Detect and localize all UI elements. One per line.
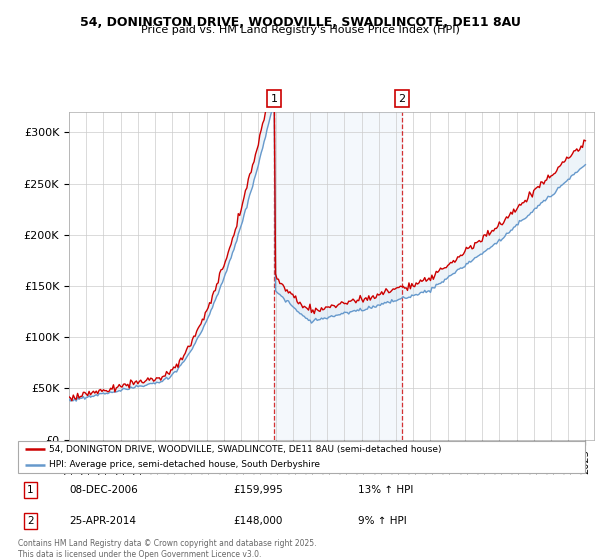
Text: 1: 1 xyxy=(271,94,278,104)
Text: Price paid vs. HM Land Registry's House Price Index (HPI): Price paid vs. HM Land Registry's House … xyxy=(140,25,460,35)
Text: £148,000: £148,000 xyxy=(233,516,283,526)
Text: Contains HM Land Registry data © Crown copyright and database right 2025.
This d: Contains HM Land Registry data © Crown c… xyxy=(18,539,317,559)
Text: 08-DEC-2006: 08-DEC-2006 xyxy=(69,485,138,495)
Text: 1: 1 xyxy=(27,485,34,495)
Text: 25-APR-2014: 25-APR-2014 xyxy=(69,516,136,526)
Text: £159,995: £159,995 xyxy=(233,485,283,495)
Text: 13% ↑ HPI: 13% ↑ HPI xyxy=(358,485,413,495)
Text: 54, DONINGTON DRIVE, WOODVILLE, SWADLINCOTE, DE11 8AU (semi-detached house): 54, DONINGTON DRIVE, WOODVILLE, SWADLINC… xyxy=(49,445,442,454)
Bar xyxy=(274,112,402,440)
Text: HPI: Average price, semi-detached house, South Derbyshire: HPI: Average price, semi-detached house,… xyxy=(49,460,320,469)
Text: 9% ↑ HPI: 9% ↑ HPI xyxy=(358,516,407,526)
Text: 2: 2 xyxy=(398,94,406,104)
Text: 2: 2 xyxy=(27,516,34,526)
Text: 54, DONINGTON DRIVE, WOODVILLE, SWADLINCOTE, DE11 8AU: 54, DONINGTON DRIVE, WOODVILLE, SWADLINC… xyxy=(80,16,520,29)
